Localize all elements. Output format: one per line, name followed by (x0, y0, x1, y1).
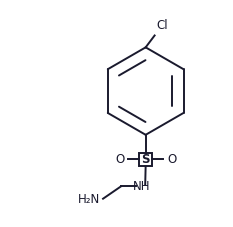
Text: O: O (115, 153, 124, 166)
FancyBboxPatch shape (139, 153, 152, 166)
Text: Cl: Cl (157, 19, 168, 32)
Text: S: S (141, 153, 150, 166)
Text: H₂N: H₂N (77, 193, 100, 206)
Text: NH: NH (132, 180, 150, 193)
Text: O: O (167, 153, 176, 166)
